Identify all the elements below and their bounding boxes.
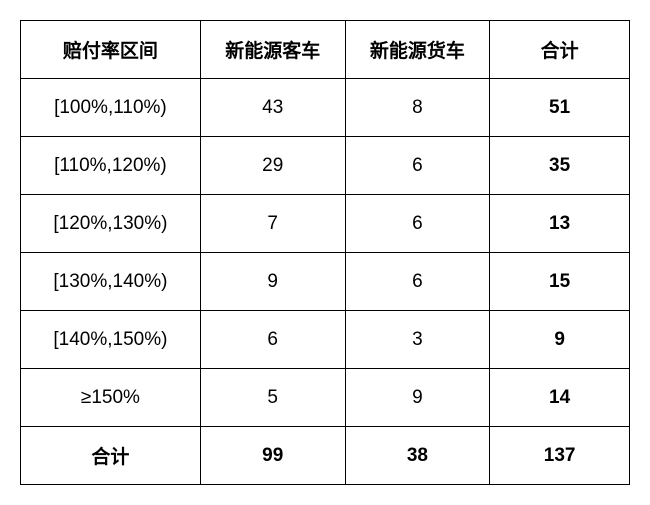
cell-range: [130%,140%) xyxy=(21,253,201,311)
cell-total: 15 xyxy=(490,253,630,311)
cell-truck: 6 xyxy=(345,137,490,195)
cell-range: ≥150% xyxy=(21,369,201,427)
table-row: [110%,120%)29635 xyxy=(21,137,630,195)
cell-range: [100%,110%) xyxy=(21,79,201,137)
cell-range: [140%,150%) xyxy=(21,311,201,369)
cell-total: 35 xyxy=(490,137,630,195)
header-range: 赔付率区间 xyxy=(21,21,201,79)
cell-truck: 6 xyxy=(345,195,490,253)
cell-range: 合计 xyxy=(21,427,201,485)
cell-total: 13 xyxy=(490,195,630,253)
table-header-row: 赔付率区间 新能源客车 新能源货车 合计 xyxy=(21,21,630,79)
cell-bus: 43 xyxy=(200,79,345,137)
header-truck: 新能源货车 xyxy=(345,21,490,79)
cell-range: [110%,120%) xyxy=(21,137,201,195)
table-row: [140%,150%)639 xyxy=(21,311,630,369)
table-row: [120%,130%)7613 xyxy=(21,195,630,253)
cell-truck: 38 xyxy=(345,427,490,485)
data-table: 赔付率区间 新能源客车 新能源货车 合计 [100%,110%)43851[11… xyxy=(20,20,630,485)
cell-truck: 3 xyxy=(345,311,490,369)
cell-bus: 29 xyxy=(200,137,345,195)
cell-truck: 9 xyxy=(345,369,490,427)
cell-truck: 8 xyxy=(345,79,490,137)
cell-bus: 7 xyxy=(200,195,345,253)
cell-total: 137 xyxy=(490,427,630,485)
header-total: 合计 xyxy=(490,21,630,79)
table-row: ≥150%5914 xyxy=(21,369,630,427)
cell-bus: 99 xyxy=(200,427,345,485)
cell-bus: 5 xyxy=(200,369,345,427)
cell-range: [120%,130%) xyxy=(21,195,201,253)
cell-total: 9 xyxy=(490,311,630,369)
cell-bus: 6 xyxy=(200,311,345,369)
cell-total: 51 xyxy=(490,79,630,137)
table-row: [100%,110%)43851 xyxy=(21,79,630,137)
cell-truck: 6 xyxy=(345,253,490,311)
header-bus: 新能源客车 xyxy=(200,21,345,79)
table-body: [100%,110%)43851[110%,120%)29635[120%,13… xyxy=(21,79,630,485)
cell-bus: 9 xyxy=(200,253,345,311)
table-row: 合计9938137 xyxy=(21,427,630,485)
cell-total: 14 xyxy=(490,369,630,427)
table-row: [130%,140%)9615 xyxy=(21,253,630,311)
